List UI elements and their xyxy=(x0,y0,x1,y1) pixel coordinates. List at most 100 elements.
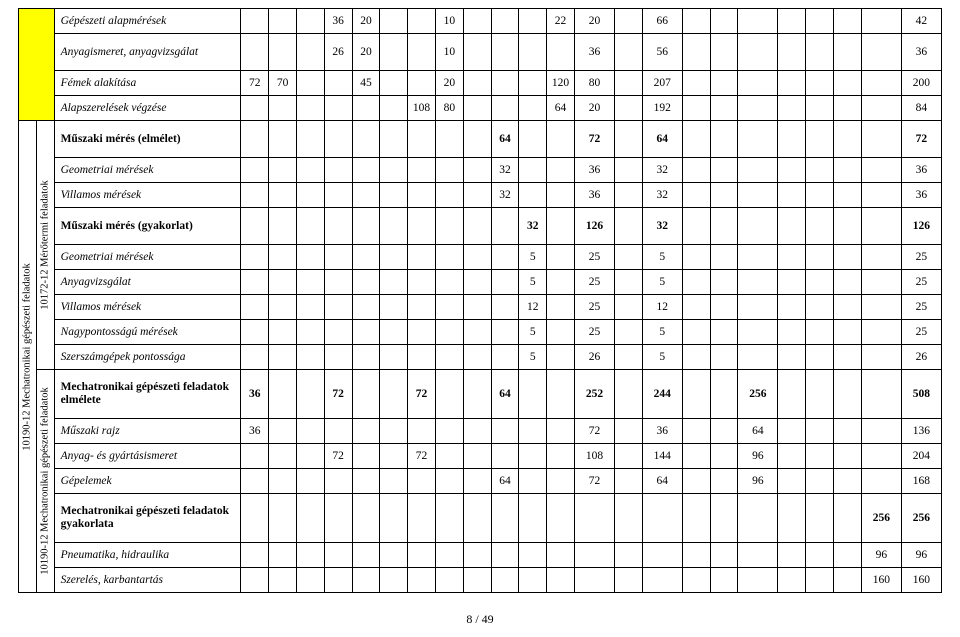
cell: 20 xyxy=(352,34,380,71)
cell xyxy=(710,245,738,270)
cell xyxy=(614,419,642,444)
cell xyxy=(463,568,491,593)
cell xyxy=(380,270,408,295)
cell xyxy=(806,121,834,158)
cell xyxy=(806,469,834,494)
cell xyxy=(738,121,778,158)
cell xyxy=(806,208,834,245)
cell xyxy=(435,270,463,295)
cell xyxy=(861,270,901,295)
cell xyxy=(519,34,547,71)
cell xyxy=(778,71,806,96)
cell xyxy=(682,295,710,320)
cell xyxy=(380,469,408,494)
cell xyxy=(710,568,738,593)
cell xyxy=(269,183,297,208)
cell xyxy=(352,320,380,345)
cell xyxy=(269,494,297,543)
cell xyxy=(352,370,380,419)
cell xyxy=(861,208,901,245)
cell xyxy=(682,34,710,71)
cell xyxy=(806,419,834,444)
cell xyxy=(380,345,408,370)
cell xyxy=(519,121,547,158)
cell xyxy=(352,183,380,208)
cell xyxy=(241,295,269,320)
cell xyxy=(738,158,778,183)
row-label: Szerelés, karbantartás xyxy=(54,568,241,593)
cell xyxy=(269,345,297,370)
cell xyxy=(547,370,575,419)
cell xyxy=(296,245,324,270)
cell: 5 xyxy=(519,320,547,345)
cell xyxy=(491,34,519,71)
cell xyxy=(380,183,408,208)
cell: 32 xyxy=(642,158,682,183)
cell xyxy=(380,71,408,96)
cell xyxy=(241,96,269,121)
row-label: Műszaki mérés (gyakorlat) xyxy=(54,208,241,245)
row-label: Geometriai mérések xyxy=(54,245,241,270)
cell xyxy=(778,270,806,295)
cell xyxy=(806,71,834,96)
cell xyxy=(738,245,778,270)
table-row: Nagypontosságú mérések525525 xyxy=(19,320,942,345)
cell xyxy=(834,245,862,270)
cell xyxy=(738,183,778,208)
cell xyxy=(380,444,408,469)
cell xyxy=(778,444,806,469)
table-row: 10190-12 Mechatronikai gépészeti feladat… xyxy=(19,370,942,419)
cell xyxy=(547,469,575,494)
cell xyxy=(547,295,575,320)
cell xyxy=(710,419,738,444)
cell: 252 xyxy=(574,370,614,419)
cell xyxy=(408,270,436,295)
row-label: Alapszerelések végzése xyxy=(54,96,241,121)
cell: 32 xyxy=(491,183,519,208)
cell: 80 xyxy=(435,96,463,121)
row-label: Anyag- és gyártásismeret xyxy=(54,444,241,469)
cell xyxy=(778,121,806,158)
row-label: Fémek alakítása xyxy=(54,71,241,96)
cell xyxy=(710,370,738,419)
cell xyxy=(614,568,642,593)
cell xyxy=(519,183,547,208)
cell: 20 xyxy=(435,71,463,96)
cell: 26 xyxy=(574,345,614,370)
group-head-2: 10190-12 Mechatronikai gépészeti feladat… xyxy=(36,370,54,593)
cell xyxy=(380,208,408,245)
cell xyxy=(296,295,324,320)
cell xyxy=(269,158,297,183)
cell xyxy=(682,71,710,96)
cell xyxy=(614,295,642,320)
cell xyxy=(324,71,352,96)
cell xyxy=(710,71,738,96)
cell xyxy=(491,245,519,270)
cell xyxy=(324,494,352,543)
cell xyxy=(547,320,575,345)
row-label: Villamos mérések xyxy=(54,295,241,320)
cell xyxy=(408,245,436,270)
cell xyxy=(738,9,778,34)
cell xyxy=(806,370,834,419)
cell xyxy=(241,345,269,370)
cell: 36 xyxy=(574,34,614,71)
cell xyxy=(380,158,408,183)
cell xyxy=(834,320,862,345)
cell xyxy=(861,444,901,469)
cell xyxy=(269,543,297,568)
cell: 20 xyxy=(352,9,380,34)
cell xyxy=(519,543,547,568)
cell xyxy=(408,9,436,34)
table-row: Anyagismeret, anyagvizsgálat262010365636 xyxy=(19,34,942,71)
cell: 25 xyxy=(574,320,614,345)
cell: 108 xyxy=(408,96,436,121)
cell xyxy=(241,444,269,469)
cell xyxy=(296,34,324,71)
cell: 66 xyxy=(642,9,682,34)
cell xyxy=(778,295,806,320)
cell xyxy=(834,270,862,295)
cell xyxy=(491,320,519,345)
cell xyxy=(352,494,380,543)
cell: 204 xyxy=(901,444,941,469)
